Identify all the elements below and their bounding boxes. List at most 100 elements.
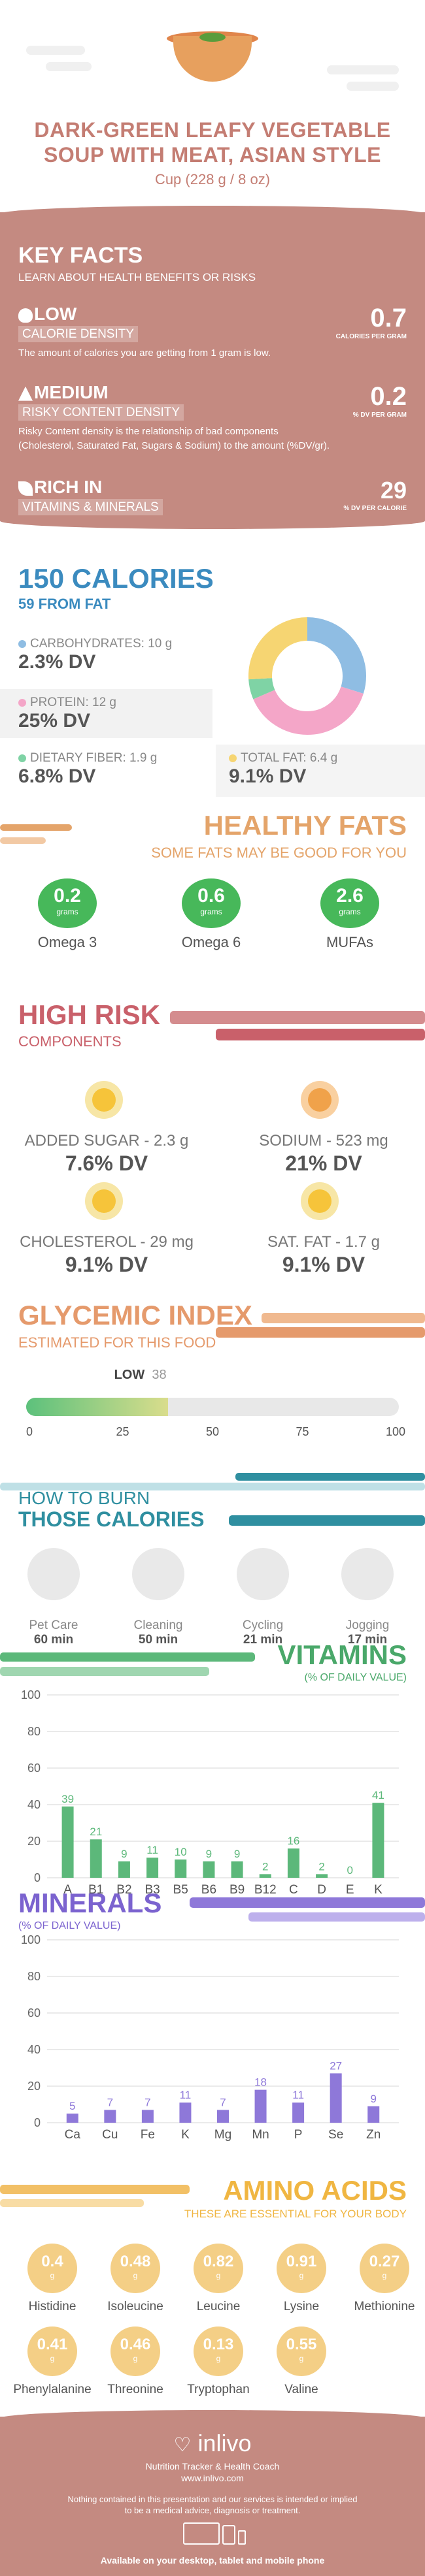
category-label: Mn [252, 2128, 269, 2142]
risk-label: CHOLESTEROL - 29 mg [20, 1233, 194, 1251]
category-label: B3 [144, 1883, 160, 1897]
high-risk-subtitle: COMPONENTS [18, 1033, 122, 1050]
fact-unit: % DV PER GRAM [352, 411, 407, 419]
y-tick-label: 80 [27, 1970, 41, 1983]
bar-value-label: 7 [220, 2096, 226, 2108]
amino-subtitle: THESE ARE ESSENTIAL FOR YOUR BODY [184, 2208, 407, 2220]
fat-name: MUFAs [326, 934, 374, 950]
decor-stripe [0, 837, 46, 844]
key-facts-subtitle: LEARN ABOUT HEALTH BENEFITS OR RISKS [18, 271, 256, 283]
amino-unit: g [50, 2354, 55, 2363]
exercise-name: Jogging [345, 1618, 390, 1632]
smiley-face [308, 1189, 332, 1213]
disclaimer-line: to be a medical advice, diagnosis or tre… [124, 2505, 301, 2515]
amino-value: 0.91 [286, 2253, 317, 2270]
bar-value-label: 18 [254, 2076, 267, 2089]
key-facts-section [0, 212, 425, 519]
amino-circle: 0.48 g [110, 2244, 160, 2293]
bar-value-label: 39 [61, 1793, 74, 1805]
category-label: E [346, 1883, 354, 1897]
decor-stripe [0, 2185, 190, 2194]
fat-name: Omega 3 [37, 934, 97, 950]
fact-description: The amount of calories you are getting f… [18, 347, 271, 359]
decor-cloud [327, 65, 399, 74]
bar [90, 1839, 102, 1878]
fact-unit: % DV PER CALORIE [343, 505, 407, 512]
category-label: P [294, 2128, 303, 2142]
y-tick-label: 100 [21, 1688, 41, 1701]
calories-title: 150 CALORIES [18, 563, 214, 594]
footer-url[interactable]: www.inlivo.com [181, 2473, 244, 2483]
fat-circle: 0.2 grams [38, 878, 97, 928]
y-tick-label: 20 [27, 2080, 41, 2093]
fact-tag: RISKY CONTENT DENSITY [18, 404, 184, 421]
y-tick-label: 80 [27, 1725, 41, 1738]
bar-value-label: 9 [234, 1848, 240, 1860]
glycemic-tick: 75 [296, 1425, 309, 1438]
smiley-face [92, 1189, 116, 1213]
bar [104, 2110, 116, 2123]
carbs-dot [18, 639, 26, 648]
risk-label: SODIUM - 523 mg [259, 1132, 388, 1150]
macro-label: PROTEIN: 12 g [30, 696, 116, 709]
bar [316, 1874, 328, 1878]
decor-stripe [0, 824, 72, 831]
fact-value: 29 [380, 477, 407, 504]
macro-dv: 9.1% DV [229, 765, 307, 787]
bar [217, 2110, 229, 2123]
bar-value-label: 10 [175, 1846, 187, 1858]
macro-dv: 25% DV [18, 710, 91, 732]
fact-level: LOW [34, 304, 77, 324]
bar-value-label: 16 [287, 1835, 299, 1847]
fact-tag: CALORIE DENSITY [18, 326, 139, 342]
bar [175, 1860, 187, 1878]
bar [292, 2102, 305, 2123]
exercise-minutes: 50 min [138, 1633, 178, 1647]
amino-value: 0.27 [369, 2253, 400, 2270]
fat-unit: grams [56, 907, 78, 916]
category-label: B9 [230, 1883, 245, 1897]
bar [231, 1861, 243, 1878]
exercise-minutes: 60 min [33, 1633, 74, 1647]
smiley-icon [301, 1081, 339, 1119]
burn-title-line2: THOSE CALORIES [18, 1507, 205, 1531]
amino-value: 0.48 [120, 2253, 151, 2270]
healthy-fats-title: HEALTHY FATS [203, 810, 407, 841]
disclaimer-line: Nothing contained in this presentation a… [67, 2494, 358, 2504]
heart-logo-icon: ♡ [173, 2434, 192, 2456]
burn-title-line1: HOW TO BURN [18, 1488, 150, 1508]
category-label: Cu [102, 2128, 118, 2142]
donut-fat [248, 617, 366, 735]
amino-circle: 0.4 g [27, 2244, 77, 2293]
serving-size: Cup (228 g / 8 oz) [154, 171, 271, 187]
glycemic-marker: LOW 38 [114, 1368, 167, 1383]
fact-value: 0.2 [370, 382, 407, 411]
category-label: B1 [88, 1883, 103, 1897]
amino-name: Leucine [196, 2300, 241, 2313]
bar-value-label: 11 [292, 2089, 304, 2101]
category-label: D [317, 1883, 326, 1897]
donut-protein [248, 617, 366, 735]
bar [61, 1806, 74, 1878]
fact-description-line: (Cholesterol, Saturated Fat, Sugars & So… [18, 440, 330, 451]
macro-carbs: CARBOHYDRATES: 10 g 2.3% DV [18, 637, 172, 673]
bar [259, 1874, 271, 1878]
fat-unit: grams [339, 907, 361, 916]
y-tick-label: 40 [27, 1798, 41, 1811]
category-label: Se [328, 2128, 343, 2142]
soup-bowl-base [173, 36, 252, 82]
category-label: C [289, 1883, 298, 1897]
decor-cloud [347, 82, 399, 91]
macro-fat: TOTAL FAT: 6.4 g 9.1% DV [229, 751, 337, 788]
decor-stripe [190, 1897, 425, 1908]
amino-circle: 0.13 g [194, 2326, 243, 2376]
decor-stripe [248, 1912, 425, 1922]
fat-highlight [216, 745, 425, 797]
footer-brand: ♡ inlivo [0, 2430, 425, 2457]
bar-value-label: 21 [90, 1826, 102, 1838]
bar [287, 1848, 299, 1878]
fat-value: 0.6 [197, 885, 225, 907]
bar-value-label: 5 [69, 2100, 75, 2112]
bar-value-label: 11 [180, 2089, 192, 2101]
macro-dv: 2.3% DV [18, 651, 96, 673]
